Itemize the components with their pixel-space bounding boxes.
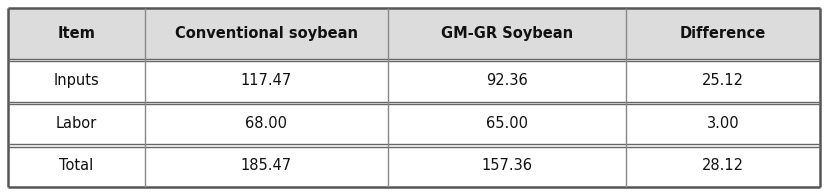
Text: 3.00: 3.00 — [705, 115, 739, 130]
Bar — [387, 144, 625, 187]
Text: 157.36: 157.36 — [480, 158, 532, 173]
Bar — [145, 59, 387, 102]
Text: 117.47: 117.47 — [241, 73, 291, 88]
Bar — [145, 144, 387, 187]
Bar — [387, 102, 625, 144]
Text: Inputs: Inputs — [54, 73, 99, 88]
Bar — [8, 102, 145, 144]
Text: Conventional soybean: Conventional soybean — [174, 26, 357, 41]
Text: 185.47: 185.47 — [241, 158, 291, 173]
Text: Difference: Difference — [679, 26, 765, 41]
Bar — [387, 8, 625, 59]
Bar — [8, 8, 145, 59]
Bar — [625, 102, 819, 144]
Text: Total: Total — [60, 158, 93, 173]
Text: 92.36: 92.36 — [485, 73, 527, 88]
Bar — [145, 102, 387, 144]
Text: 68.00: 68.00 — [245, 115, 287, 130]
Text: Labor: Labor — [55, 115, 97, 130]
Bar — [625, 144, 819, 187]
Bar — [145, 8, 387, 59]
Bar — [387, 59, 625, 102]
Bar — [8, 144, 145, 187]
Text: Item: Item — [57, 26, 95, 41]
Text: 65.00: 65.00 — [485, 115, 527, 130]
Bar — [8, 59, 145, 102]
Text: 25.12: 25.12 — [701, 73, 743, 88]
Bar — [625, 8, 819, 59]
Bar — [625, 59, 819, 102]
Text: GM-GR Soybean: GM-GR Soybean — [440, 26, 572, 41]
Text: 28.12: 28.12 — [701, 158, 743, 173]
